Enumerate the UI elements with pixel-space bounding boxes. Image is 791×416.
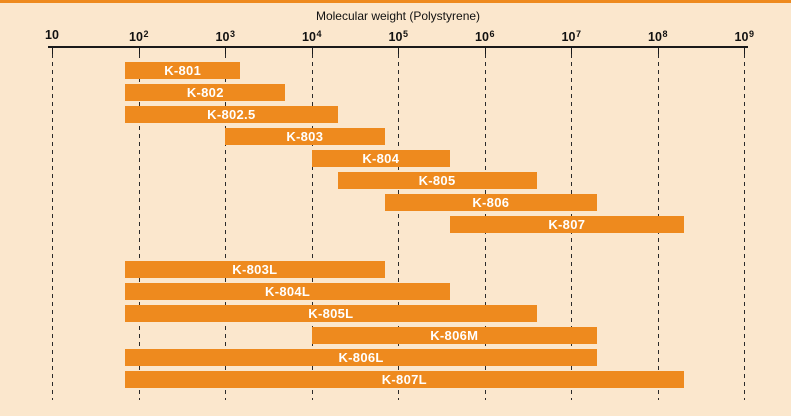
x-tick-mark-1e6 — [484, 48, 486, 54]
bar-k-806m: K-806M — [311, 327, 598, 344]
bar-label-k-807: K-807 — [548, 217, 586, 232]
gridline-1e1 — [52, 54, 53, 400]
bar-label-k-803l: K-803L — [232, 262, 278, 277]
bar-label-k-802.5: K-802.5 — [207, 107, 256, 122]
bar-label-k-804l: K-804L — [265, 284, 311, 299]
x-tick-label-1e1: 10 — [45, 28, 59, 42]
x-tick-label-1e9: 109 — [734, 29, 754, 45]
bar-k-806l: K-806L — [125, 349, 598, 366]
x-tick-mark-1e7 — [571, 48, 572, 54]
bar-k-805l: K-805L — [125, 305, 537, 322]
frame-top-border — [0, 0, 791, 3]
bar-label-k-801: K-801 — [164, 63, 202, 78]
x-tick-exponent: 9 — [748, 29, 754, 39]
gridline-1e4 — [311, 54, 313, 400]
bar-label-k-806m: K-806M — [430, 328, 479, 343]
bar-k-803: K-803 — [225, 128, 385, 145]
x-tick-mark-1e1 — [52, 48, 53, 54]
bar-k-802.5: K-802.5 — [125, 106, 338, 123]
bar-label-k-805: K-805 — [418, 173, 456, 188]
x-tick-label-1e4: 104 — [302, 29, 322, 45]
x-tick-mark-1e9 — [744, 48, 745, 54]
x-tick-mark-1e2 — [138, 48, 140, 54]
gridline-1e5 — [398, 54, 399, 400]
x-tick-label-1e3: 103 — [215, 29, 235, 45]
x-tick-mark-1e5 — [398, 48, 399, 54]
x-tick-label-1e5: 105 — [388, 29, 408, 45]
x-tick-label-1e2: 102 — [129, 29, 149, 45]
bar-label-k-805l: K-805L — [308, 306, 354, 321]
x-tick-exponent: 8 — [662, 29, 668, 39]
bar-k-807: K-807 — [450, 216, 684, 233]
bar-label-k-804: K-804 — [362, 151, 400, 166]
x-tick-mark-1e4 — [311, 48, 313, 54]
x-tick-exponent: 6 — [489, 29, 495, 39]
x-tick-exponent: 5 — [402, 29, 408, 39]
chart-title: Molecular weight (Polystyrene) — [315, 9, 481, 23]
bar-label-k-802: K-802 — [186, 85, 224, 100]
x-tick-label-1e6: 106 — [475, 29, 495, 45]
bar-k-803l: K-803L — [125, 261, 385, 278]
bar-k-807l: K-807L — [125, 371, 684, 388]
bar-label-k-807l: K-807L — [381, 372, 427, 387]
x-tick-exponent: 3 — [229, 29, 235, 39]
bar-k-804l: K-804L — [125, 283, 451, 300]
x-tick-exponent: 4 — [316, 29, 322, 39]
bar-label-k-806l: K-806L — [338, 350, 384, 365]
x-tick-exponent: 2 — [143, 29, 149, 39]
x-tick-mark-1e8 — [657, 48, 659, 54]
x-tick-mark-1e3 — [225, 48, 226, 54]
x-tick-exponent: 7 — [575, 29, 581, 39]
bar-k-805: K-805 — [337, 172, 537, 189]
bar-k-802: K-802 — [125, 84, 286, 101]
bar-k-806: K-806 — [384, 194, 598, 211]
x-tick-label-1e7: 107 — [561, 29, 581, 45]
bar-k-801: K-801 — [125, 62, 241, 79]
gridline-1e9 — [744, 54, 745, 400]
bar-label-k-806: K-806 — [472, 195, 510, 210]
bar-label-k-803: K-803 — [286, 129, 324, 144]
gridline-1e2 — [138, 54, 140, 400]
x-axis-line — [48, 46, 748, 48]
gridline-1e3 — [225, 54, 226, 400]
x-tick-label-1e8: 108 — [648, 29, 668, 45]
bar-k-804: K-804 — [311, 150, 451, 167]
